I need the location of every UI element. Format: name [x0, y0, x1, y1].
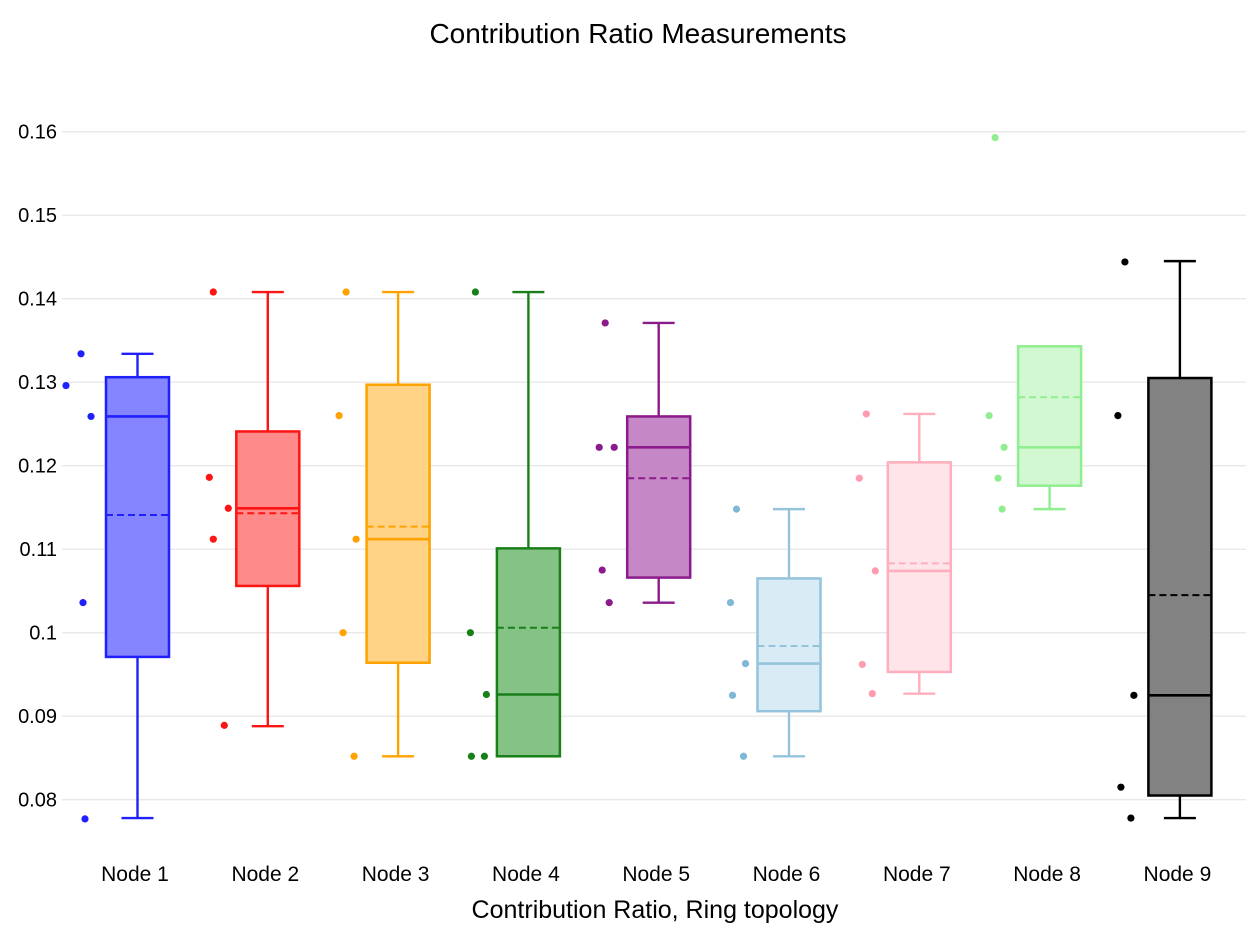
- data-point: [79, 599, 87, 607]
- data-point: [739, 752, 748, 760]
- y-tick-label: 0.13: [18, 372, 57, 394]
- data-point: [87, 412, 95, 421]
- data-point: [998, 505, 1006, 513]
- data-point: [480, 752, 488, 760]
- data-point: [471, 288, 479, 296]
- data-point: [855, 474, 863, 482]
- data-point: [209, 288, 217, 296]
- box-node-6: [756, 577, 822, 713]
- data-point: [466, 629, 474, 637]
- data-point: [595, 443, 603, 451]
- data-point: [598, 566, 606, 574]
- data-point: [1121, 258, 1129, 266]
- x-tick-label: Node 2: [231, 863, 299, 886]
- data-point: [726, 599, 735, 607]
- data-point: [741, 659, 750, 668]
- data-point: [868, 690, 876, 698]
- data-point: [871, 567, 879, 575]
- data-point: [81, 815, 89, 823]
- x-axis-title: Contribution Ratio, Ring topology: [471, 896, 839, 924]
- data-point: [335, 412, 343, 420]
- y-tick-label: 0.12: [18, 456, 57, 478]
- x-tick-label: Node 9: [1144, 863, 1212, 886]
- data-point: [224, 504, 232, 512]
- data-point: [209, 535, 217, 543]
- y-tick-label: 0.16: [18, 122, 57, 144]
- box-node-3: [365, 383, 431, 665]
- chart-title: Contribution Ratio Measurements: [429, 18, 847, 49]
- x-tick-label: Node 8: [1013, 863, 1081, 886]
- y-tick-label: 0.08: [18, 790, 57, 812]
- data-point: [339, 629, 347, 637]
- data-point: [1127, 814, 1135, 822]
- data-point: [994, 474, 1002, 482]
- data-point: [601, 319, 609, 327]
- data-point: [862, 410, 870, 418]
- box-node-9: [1147, 376, 1213, 797]
- y-tick-label: 0.11: [20, 539, 57, 561]
- box-node-5: [625, 415, 692, 579]
- y-tick-label: 0.1: [29, 623, 57, 645]
- data-point: [605, 599, 613, 607]
- x-tick-label: Node 1: [101, 863, 169, 886]
- data-point: [858, 660, 866, 669]
- data-point: [205, 473, 213, 481]
- x-tick-label: Node 5: [622, 863, 690, 886]
- data-point: [342, 288, 350, 296]
- x-tick-label: Node 4: [492, 863, 560, 886]
- data-point: [467, 752, 475, 760]
- x-tick-label: Node 3: [362, 863, 430, 886]
- data-point: [732, 505, 741, 513]
- y-tick-label: 0.14: [18, 289, 57, 311]
- data-point: [991, 133, 999, 142]
- data-point: [482, 690, 490, 699]
- data-point: [350, 752, 358, 760]
- box-node-1: [104, 375, 171, 659]
- y-tick-label: 0.15: [18, 205, 57, 227]
- box-node-4: [495, 547, 562, 758]
- data-point: [1117, 783, 1125, 791]
- data-point: [77, 350, 85, 358]
- x-tick-label: Node 7: [883, 863, 951, 886]
- data-point: [1000, 443, 1008, 451]
- data-point: [610, 443, 618, 451]
- data-point: [62, 381, 70, 390]
- box-node-7: [886, 461, 953, 674]
- data-point: [220, 721, 228, 729]
- x-tick-label: Node 6: [753, 863, 821, 886]
- box-node-8: [1016, 345, 1083, 487]
- y-tick-label: 0.09: [18, 706, 57, 728]
- data-point: [728, 691, 737, 699]
- data-point: [1114, 412, 1122, 420]
- data-point: [352, 535, 360, 543]
- data-point: [1130, 691, 1138, 699]
- data-point: [985, 412, 993, 420]
